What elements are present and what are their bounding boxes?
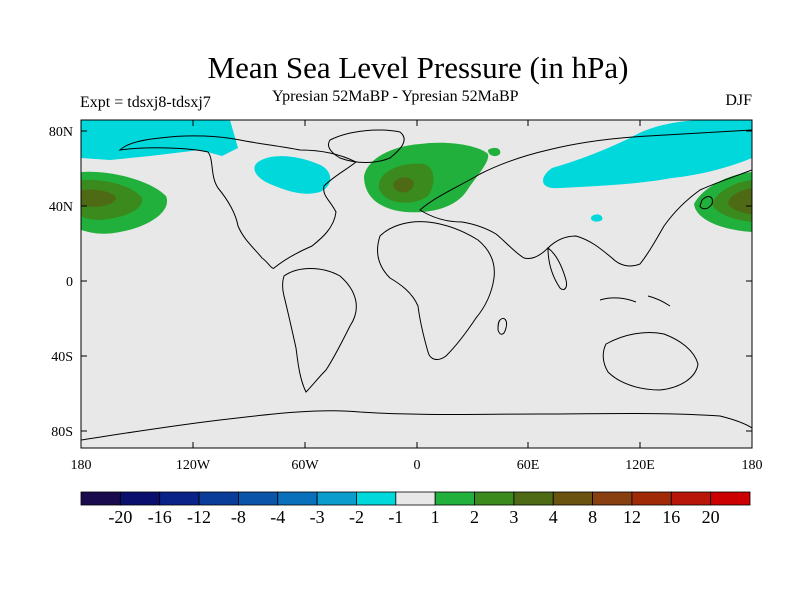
lon-label: 60W: [291, 458, 319, 473]
coastline-japan: [699, 196, 713, 210]
colorbar-label: -8: [231, 507, 246, 527]
colorbar-label: 20: [702, 507, 720, 527]
colorbar-label: -12: [187, 507, 211, 527]
colorbar-box: [670, 491, 712, 506]
colorbar: -20 -16 -12 -8 -4 -3 -2 -1 1 2 3 4 8 12 16 20: [80, 491, 751, 527]
map-title: Mean Sea Level Pressure (in hPa): [207, 50, 629, 85]
colorbar-box: [434, 491, 475, 506]
colorbar-box: [80, 491, 121, 506]
lon-label: 120W: [176, 458, 211, 473]
season-label: DJF: [725, 92, 752, 109]
anomaly-negative-atlantic: [254, 156, 331, 194]
anomaly-negative-central-asia: [590, 214, 603, 222]
colorbar-box: [513, 491, 554, 506]
colorbar-label: -2: [349, 507, 364, 527]
colorbar-label: -16: [148, 507, 172, 527]
colorbar-box: [277, 491, 318, 506]
longitude-axis: 180 120W 60W 0 60E 120E 180: [71, 120, 763, 473]
lon-label: 120E: [625, 458, 655, 473]
colorbar-label: -4: [270, 507, 285, 527]
lon-label: 180: [71, 458, 92, 473]
coastline-india: [547, 246, 567, 291]
colorbar-box: [592, 491, 633, 506]
colorbar-label: 3: [509, 507, 518, 527]
coastline-indonesia: [599, 295, 671, 307]
anomaly-positive-pacific-west-core: [81, 189, 116, 207]
colorbar-label: 1: [431, 507, 440, 527]
colorbar-box: [710, 491, 751, 506]
colorbar-box: [356, 491, 397, 506]
anomaly-negative-arctic-east: [543, 120, 752, 189]
coastlines: [81, 129, 752, 441]
colorbar-box: [552, 491, 593, 506]
colorbar-box: [631, 491, 672, 506]
colorbar-label: 12: [623, 507, 641, 527]
colorbar-label: -3: [310, 507, 325, 527]
lat-label: 80N: [49, 125, 73, 140]
colorbar-label: 4: [549, 507, 558, 527]
lat-label: 0: [66, 275, 73, 290]
lat-label: 80S: [51, 425, 73, 440]
colorbar-box: [198, 491, 239, 506]
coastline-antarctica: [81, 410, 752, 441]
lat-label: 40S: [51, 350, 73, 365]
anomaly-positive-europe-core: [393, 177, 414, 193]
colorbar-label: -20: [108, 507, 132, 527]
coastline-australia: [602, 331, 699, 391]
colorbar-box: [316, 491, 357, 506]
colorbar-box: [119, 491, 161, 506]
lon-label: 180: [742, 458, 763, 473]
coastline-europe-africa: [377, 221, 495, 360]
coastline-south-america: [282, 268, 357, 393]
colorbar-label: 16: [662, 507, 680, 527]
coastline-greenland: [327, 129, 405, 163]
latitude-axis: 80N 40N 0 40S 80S: [49, 125, 752, 440]
coastline-eurasia: [419, 129, 752, 267]
period-label: Ypresian 52MaBP - Ypresian 52MaBP: [272, 88, 519, 105]
coastline-madagascar: [497, 317, 507, 335]
colorbar-box: [238, 491, 279, 506]
colorbar-label: 8: [588, 507, 597, 527]
lat-label: 40N: [49, 200, 73, 215]
colorbar-box: [474, 491, 515, 506]
lon-label: 0: [414, 458, 421, 473]
experiment-label: Expt = tdsxj8-tdsxj7: [80, 94, 211, 111]
lon-label: 60E: [517, 458, 540, 473]
colorbar-label: 2: [470, 507, 479, 527]
anomaly-positive-europe-small: [488, 147, 501, 157]
anomaly-positive-pacific-east-core: [728, 188, 752, 214]
colorbar-label: -1: [388, 507, 403, 527]
coastline-north-america: [118, 135, 357, 269]
colorbar-box: [395, 491, 436, 506]
colorbar-box: [159, 491, 200, 506]
